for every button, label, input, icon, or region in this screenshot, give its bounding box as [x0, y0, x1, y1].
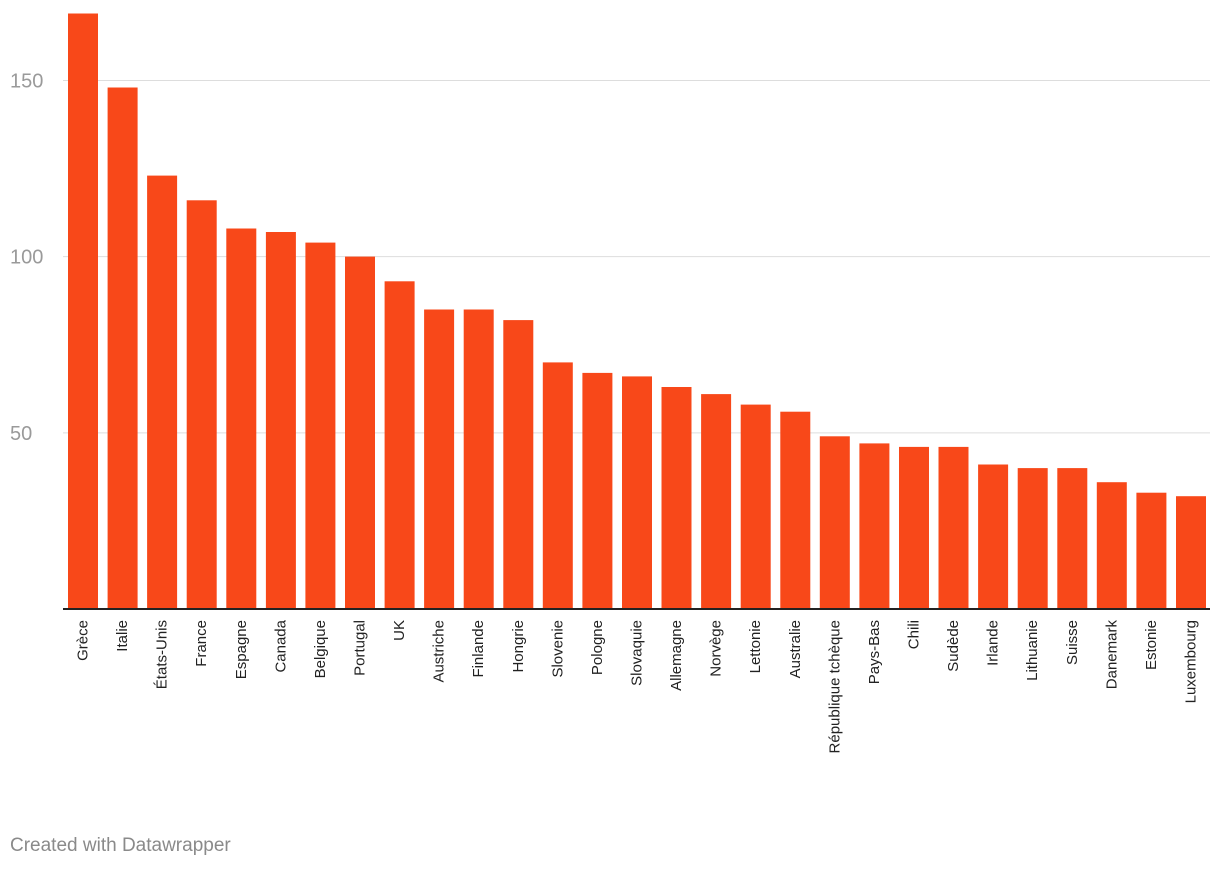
- x-category-label: Norvège: [708, 620, 725, 677]
- x-category-label: États-Unis: [154, 620, 171, 689]
- bar: [503, 320, 534, 609]
- bar: [107, 87, 138, 609]
- x-category-label: Italie: [114, 620, 131, 652]
- bar: [701, 394, 732, 609]
- bar: [265, 232, 296, 609]
- x-category-label: Grèce: [75, 620, 92, 661]
- bar: [819, 436, 850, 609]
- x-category-label: Sudède: [945, 620, 962, 672]
- x-category-label: Pays-Bas: [866, 620, 883, 684]
- bar: [345, 256, 375, 609]
- bar: [938, 446, 969, 609]
- x-category-label: Portugal: [352, 620, 369, 676]
- x-category-label: Irlande: [985, 620, 1002, 666]
- bar: [1096, 482, 1127, 609]
- x-category-label: Canada: [272, 619, 289, 672]
- y-tick-label: 150: [10, 70, 43, 92]
- y-axis-ticks: 50 100 150: [10, 70, 43, 444]
- x-category-label: Belgique: [312, 620, 329, 678]
- x-category-label: France: [193, 620, 210, 667]
- bar: [978, 464, 1009, 609]
- y-tick-label: 50: [10, 423, 32, 445]
- x-category-label: Estonie: [1143, 620, 1160, 670]
- bar: [463, 309, 494, 609]
- x-category-label: Luxembourg: [1183, 620, 1200, 703]
- bar: [740, 404, 771, 609]
- bar: [899, 446, 929, 609]
- x-category-label: Chili: [906, 620, 923, 649]
- bar: [186, 200, 217, 610]
- bar: [1136, 492, 1167, 609]
- x-category-label: Australie: [787, 620, 804, 678]
- bars: [68, 13, 1206, 610]
- x-category-label: Hongrie: [510, 620, 527, 673]
- x-axis-labels: Grèce Italie États-Unis France Espagne Canada…: [75, 619, 1200, 753]
- x-category-label: Austriche: [431, 620, 448, 683]
- x-category-label: Suisse: [1064, 620, 1081, 665]
- bar: [859, 443, 890, 609]
- bar: [661, 387, 692, 609]
- x-category-label: Slovenie: [549, 620, 566, 678]
- bar: [622, 376, 652, 609]
- credit-text: Created with Datawrapper: [10, 835, 231, 856]
- x-category-label: Danemark: [1103, 620, 1120, 690]
- bar: [1176, 496, 1206, 609]
- bar: [305, 242, 336, 609]
- x-category-label: Pologne: [589, 620, 606, 675]
- x-category-label: Slovaquie: [629, 620, 646, 686]
- bar: [780, 411, 811, 609]
- bar: [582, 372, 613, 609]
- x-category-label: Lithuanie: [1024, 620, 1041, 681]
- x-category-label: Finlande: [470, 620, 487, 678]
- bar: [424, 309, 455, 609]
- bar: [384, 281, 415, 609]
- bar: [1017, 468, 1048, 609]
- x-category-label: Lettonie: [747, 620, 764, 673]
- bar: [68, 13, 98, 609]
- x-category-label: Espagne: [233, 620, 250, 679]
- x-category-label: République tchèque: [826, 620, 843, 753]
- x-category-label: UK: [391, 620, 408, 641]
- bar: [226, 228, 257, 609]
- bar: [1057, 468, 1088, 609]
- y-tick-label: 100: [10, 247, 43, 269]
- bar: [542, 362, 573, 609]
- bar: [147, 175, 178, 609]
- x-category-label: Allemagne: [668, 620, 685, 691]
